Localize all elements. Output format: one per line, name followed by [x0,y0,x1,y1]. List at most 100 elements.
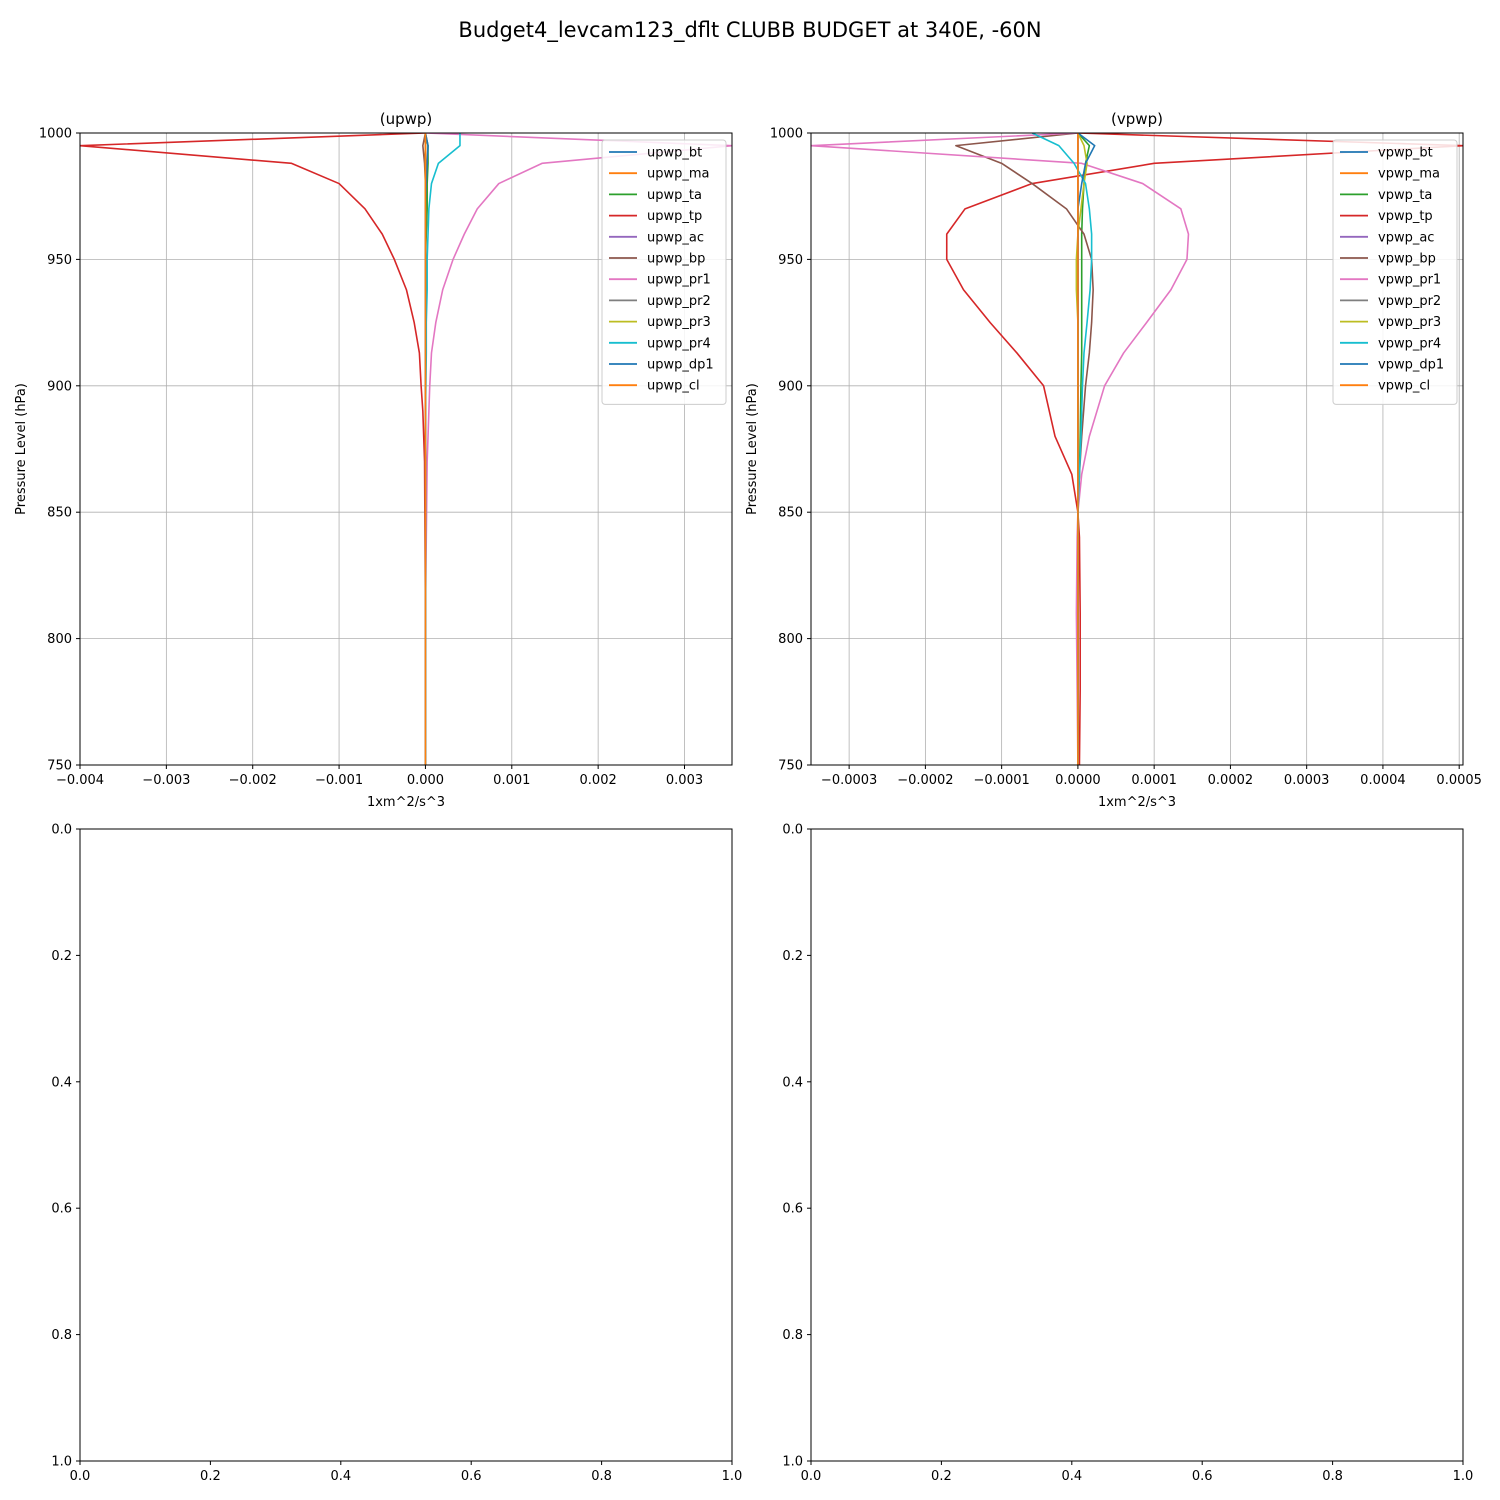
chart-2-y-tick-label-2: 0.4 [51,1075,72,1090]
chart-0-y-tick-label-1: 800 [47,632,72,647]
chart-2-y-tick-label-1: 0.2 [51,949,72,964]
chart-3-x-tick-label-2: 0.4 [1061,1469,1082,1484]
chart-0-x-tick-label-3: −0.001 [315,773,363,788]
chart-1-legend-label-vpwp_pr3: vpwp_pr3 [1378,315,1441,330]
chart-0-x-tick-label-6: 0.002 [580,773,617,788]
chart-1-y-tick-label-1: 800 [778,632,803,647]
chart-1-legend-label-vpwp_ac: vpwp_ac [1378,230,1434,245]
chart-0-x-tick-label-4: 0.000 [407,773,444,788]
chart-0-legend-label-upwp_pr4: upwp_pr4 [647,336,711,351]
chart-1-legend-label-vpwp_cl: vpwp_cl [1378,379,1430,394]
chart-1-series-vpwp_tp [945,133,1463,765]
chart-1-x-tick-label-8: 0.0005 [1436,773,1482,788]
chart-2-frame [79,828,733,1462]
chart-3-y-tick-label-1: 0.2 [782,949,803,964]
chart-3-y-tick-label-2: 0.4 [782,1075,803,1090]
chart-3-frame [810,828,1464,1462]
chart-1-x-tick-label-7: 0.0004 [1360,773,1406,788]
chart-1-x-tick-label-0: −0.0003 [821,773,877,788]
axes-vpwp: −0.0003 −0.0002 −0.0001 0.0000 0.0001 0.0002 0… [745,110,1482,810]
chart-0-legend-label-upwp_dp1: upwp_dp1 [647,358,714,373]
chart-3-x-tick-label-1: 0.2 [931,1469,952,1484]
chart-1-x-tick-label-2: −0.0001 [973,773,1029,788]
chart-2-y-tick-label-3: 0.6 [51,1202,72,1217]
chart-0-x-axis-label: 1xm^2/s^3 [367,795,445,810]
chart-0-y-tick-label-0: 750 [47,759,72,774]
chart-1-y-tick-label-5: 1000 [770,127,803,142]
chart-0-y-tick-label-5: 1000 [39,127,72,142]
chart-1-legend-box [1332,139,1458,405]
chart-0-title: (upwp) [380,110,433,128]
figure-title: Budget4_levcam123_dflt CLUBB BUDGET at 3… [458,18,1041,43]
chart-0-y-axis-label: Pressure Level (hPa) [14,383,29,515]
chart-1-legend-label-vpwp_bt: vpwp_bt [1378,146,1433,161]
chart-0-legend-label-upwp_ac: upwp_ac [647,230,704,245]
chart-1-x-tick-label-3: 0.0000 [1055,773,1101,788]
chart-2-x-tick-label-3: 0.6 [461,1469,482,1484]
chart-3-y-tick-label-4: 0.8 [782,1328,803,1343]
chart-1-legend-label-vpwp_dp1: vpwp_dp1 [1378,358,1444,373]
chart-1-x-tick-label-1: −0.0002 [897,773,953,788]
chart-0-frame [79,132,733,766]
chart-0-y-tick-label-4: 950 [47,253,72,268]
chart-0-x-tick-label-7: 0.003 [666,773,703,788]
chart-0-legend-label-upwp_ta: upwp_ta [647,188,702,203]
chart-1-legend-label-vpwp_pr1: vpwp_pr1 [1378,273,1441,288]
chart-1-legend-label-vpwp_ta: vpwp_ta [1378,188,1432,203]
chart-1-y-tick-label-3: 900 [778,379,803,394]
chart-2-x-tick-label-5: 1.0 [722,1469,743,1484]
chart-0-legend-label-upwp_tp: upwp_tp [647,209,702,224]
axes-empty-bottom-left: 0.0 0.2 0.4 0.6 0.8 1.00.00.20.40.60.81.0 [51,823,742,1485]
chart-0-legend-label-upwp_pr2: upwp_pr2 [647,294,711,309]
chart-0-legend-label-upwp_bp: upwp_bp [647,252,705,267]
chart-1-y-axis-label: Pressure Level (hPa) [745,383,760,515]
chart-3-y-tick-label-3: 0.6 [782,1202,803,1217]
chart-0-y-tick-label-2: 850 [47,506,72,521]
chart-2-y-tick-label-0: 0.0 [51,823,72,838]
chart-2-x-tick-label-1: 0.2 [200,1469,221,1484]
chart-1-legend-label-vpwp_tp: vpwp_tp [1378,209,1433,224]
chart-0-x-tick-label-5: 0.001 [493,773,530,788]
axes-empty-bottom-right: 0.0 0.2 0.4 0.6 0.8 1.00.00.20.40.60.81.0 [782,823,1473,1485]
chart-3-x-tick-label-5: 1.0 [1453,1469,1474,1484]
chart-3-x-tick-label-3: 0.6 [1192,1469,1213,1484]
chart-0-legend-label-upwp_cl: upwp_cl [647,379,700,394]
chart-0-plot-area [80,133,732,765]
chart-1-y-tick-label-0: 750 [778,759,803,774]
chart-0-legend-box [601,139,727,405]
chart-3-y-tick-label-5: 1.0 [782,1455,803,1470]
chart-1-x-tick-label-4: 0.0001 [1131,773,1177,788]
chart-0-legend: upwp_bt upwp_ma upwp_ta upwp_tp upwp_ac upwp_… [601,139,727,405]
chart-3-x-tick-label-0: 0.0 [801,1469,822,1484]
chart-1-frame [810,132,1464,766]
chart-1-y-tick-label-2: 850 [778,506,803,521]
chart-1-title: (vpwp) [1111,110,1163,128]
chart-3-y-tick-label-0: 0.0 [782,823,803,838]
chart-2-x-tick-label-2: 0.4 [330,1469,351,1484]
chart-1-x-axis-label: 1xm^2/s^3 [1098,795,1176,810]
chart-1-plot-area [811,133,1463,765]
chart-2-y-tick-label-5: 1.0 [51,1455,72,1470]
chart-1-legend-label-vpwp_pr4: vpwp_pr4 [1378,336,1441,351]
chart-2-x-tick-label-0: 0.0 [70,1469,91,1484]
chart-0-x-tick-label-2: −0.002 [229,773,277,788]
axes-upwp: −0.004 −0.003 −0.002 −0.001 0.000 0.001 0.002 0… [14,110,733,810]
chart-0-x-tick-label-1: −0.003 [142,773,190,788]
chart-2-x-tick-label-4: 0.8 [591,1469,612,1484]
chart-1-x-tick-label-5: 0.0002 [1208,773,1254,788]
chart-1-legend: vpwp_bt vpwp_ma vpwp_ta vpwp_tp vpwp_ac vpwp_… [1332,139,1458,405]
chart-0-legend-label-upwp_bt: upwp_bt [647,146,702,161]
chart-0-x-tick-label-0: −0.004 [56,773,104,788]
chart-1-series-vpwp_pr1 [811,133,1190,765]
chart-0-y-tick-label-3: 900 [47,379,72,394]
chart-1-y-tick-label-4: 950 [778,253,803,268]
chart-1-legend-label-vpwp_ma: vpwp_ma [1378,167,1440,182]
chart-0-legend-label-upwp_pr3: upwp_pr3 [647,315,711,330]
chart-1-x-tick-label-6: 0.0003 [1284,773,1330,788]
chart-0-legend-label-upwp_pr1: upwp_pr1 [647,273,711,288]
chart-2-y-tick-label-4: 0.8 [51,1328,72,1343]
chart-3-x-tick-label-4: 0.8 [1322,1469,1343,1484]
chart-0-legend-label-upwp_ma: upwp_ma [647,167,710,182]
